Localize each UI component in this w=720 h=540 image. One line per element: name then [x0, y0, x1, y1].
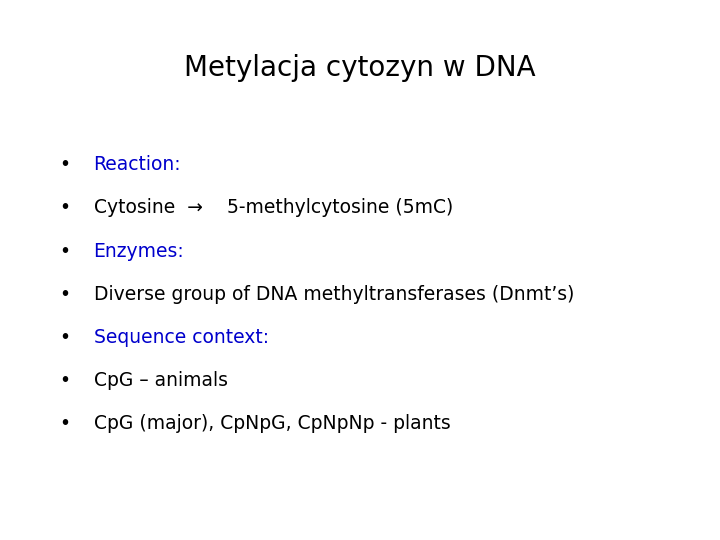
- Text: •: •: [59, 285, 71, 304]
- Text: •: •: [59, 155, 71, 174]
- Text: Cytosine  →    5-methylcytosine (5mC): Cytosine → 5-methylcytosine (5mC): [94, 198, 453, 218]
- Text: •: •: [59, 371, 71, 390]
- Text: CpG – animals: CpG – animals: [94, 371, 228, 390]
- Text: Metylacja cytozyn w DNA: Metylacja cytozyn w DNA: [184, 53, 536, 82]
- Text: Sequence context:: Sequence context:: [94, 328, 269, 347]
- Text: •: •: [59, 241, 71, 261]
- Text: Reaction:: Reaction:: [94, 155, 181, 174]
- Text: Diverse group of DNA methyltransferases (Dnmt’s): Diverse group of DNA methyltransferases …: [94, 285, 574, 304]
- Text: •: •: [59, 414, 71, 434]
- Text: CpG (major), CpNpG, CpNpNp - plants: CpG (major), CpNpG, CpNpNp - plants: [94, 414, 450, 434]
- Text: •: •: [59, 198, 71, 218]
- Text: •: •: [59, 328, 71, 347]
- Text: Enzymes:: Enzymes:: [94, 241, 184, 261]
